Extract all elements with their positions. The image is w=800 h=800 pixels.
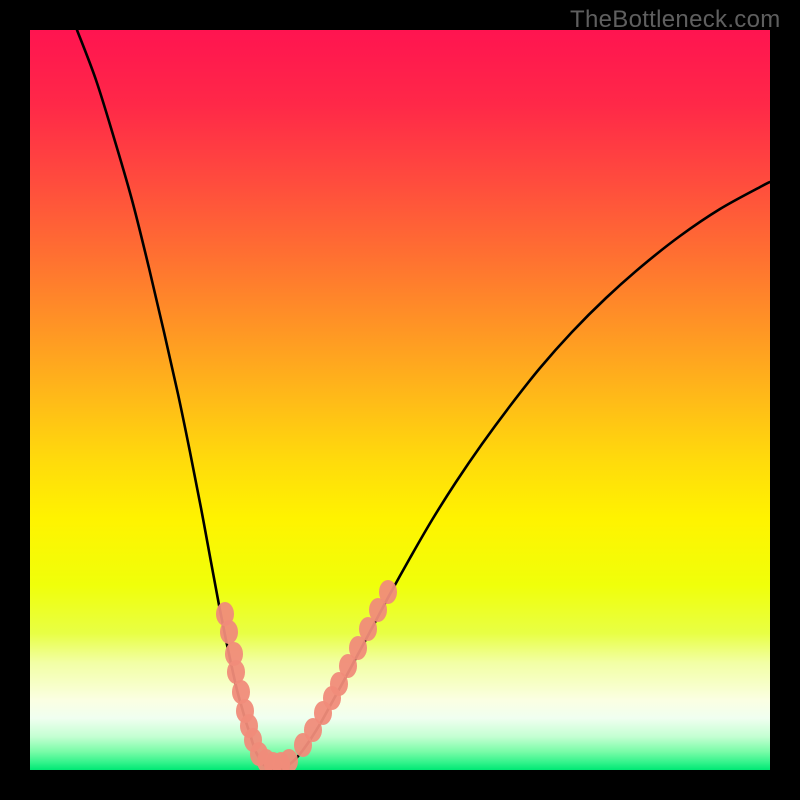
watermark-text: TheBottleneck.com <box>570 6 781 34</box>
plot-area <box>30 30 770 770</box>
gradient-background <box>30 30 770 770</box>
